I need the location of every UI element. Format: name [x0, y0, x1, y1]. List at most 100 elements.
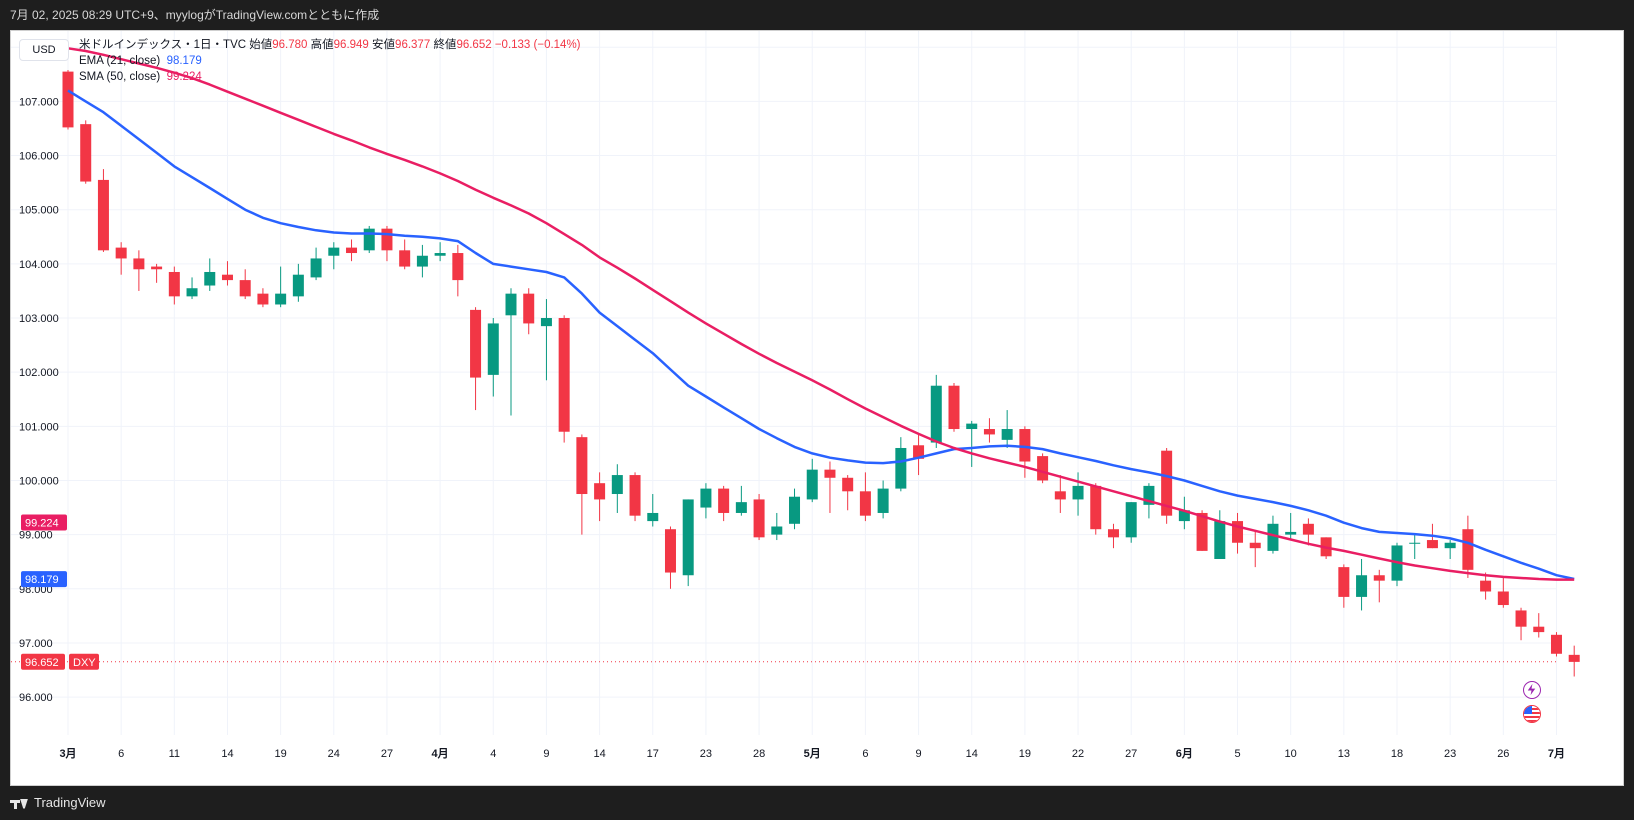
y-tick-label: 102.000 — [19, 367, 59, 379]
candle-body — [115, 247, 127, 259]
candle-body — [1497, 591, 1509, 606]
tradingview-brand[interactable]: TradingView — [10, 794, 106, 812]
x-tick-label: 4月 — [432, 747, 449, 760]
candle-body — [470, 309, 482, 378]
ema-price-tag: 98.179 — [25, 574, 59, 586]
symbol-tag: DXY — [73, 657, 96, 669]
y-tick-label: 106.000 — [19, 151, 59, 163]
x-tick-label: 5 — [1234, 748, 1240, 760]
close-value: 96.652 — [456, 39, 492, 51]
candle-body — [1019, 429, 1031, 462]
x-tick-label: 14 — [221, 748, 233, 760]
high-value: 96.949 — [333, 39, 369, 51]
legend-main-row[interactable]: 米ドルインデックス・1日・TVC 始値96.780 高値96.949 安値96.… — [79, 37, 581, 53]
x-tick-label: 23 — [1444, 748, 1456, 760]
x-tick-label: 6 — [862, 748, 868, 760]
currency-button[interactable]: USD — [19, 39, 69, 61]
candle-body — [558, 318, 570, 432]
candle-body — [310, 258, 322, 278]
candle-body — [505, 293, 517, 316]
candle-body — [1178, 510, 1190, 522]
candle-body — [1373, 575, 1385, 581]
x-tick-label: 22 — [1072, 748, 1084, 760]
candle-body — [789, 496, 801, 524]
candle-body — [1356, 575, 1368, 597]
last-price-tag-bg — [21, 653, 65, 670]
candle-body — [1001, 429, 1013, 440]
y-tick-label: 105.000 — [19, 205, 59, 217]
candle-body — [647, 512, 659, 522]
candlestick-chart[interactable]: 108.000107.000106.000105.000104.000103.0… — [11, 31, 1623, 785]
candle-body — [1533, 626, 1545, 633]
candle-body — [168, 271, 180, 297]
candle-body — [1125, 502, 1137, 538]
candle-body — [824, 469, 836, 478]
symbol-tag-bg — [69, 653, 99, 670]
candle-body — [913, 445, 925, 459]
legend-ema-row[interactable]: EMA (21, close) 98.179 — [79, 53, 581, 69]
lightning-icon[interactable] — [1523, 681, 1541, 699]
candle-body — [1249, 542, 1261, 549]
candle-body — [983, 429, 995, 435]
ema-value: 98.179 — [166, 55, 202, 67]
y-tick-label: 104.000 — [19, 259, 59, 271]
y-tick-label: 107.000 — [19, 96, 59, 108]
candle-body — [1054, 491, 1066, 500]
candle-body — [1568, 654, 1580, 662]
candle-body — [151, 266, 163, 270]
high-label: 高値 — [310, 39, 334, 51]
x-tick-label: 18 — [1391, 748, 1403, 760]
ema-label: EMA (21, close) — [79, 55, 161, 67]
open-label: 始値 — [249, 39, 273, 51]
x-tick-label: 14 — [593, 748, 605, 760]
candle-body — [97, 179, 109, 251]
candle-body — [1550, 634, 1562, 654]
candle-body — [859, 491, 871, 516]
candle-body — [771, 526, 783, 535]
y-tick-label: 103.000 — [19, 313, 59, 325]
x-tick-label: 5月 — [804, 747, 821, 760]
open-value: 96.780 — [272, 39, 308, 51]
candle-body — [292, 274, 304, 297]
candle-body — [948, 385, 960, 430]
sma-line — [67, 47, 1575, 581]
candle-body — [753, 499, 765, 538]
candle-body — [664, 529, 676, 573]
candle-body — [1090, 485, 1102, 530]
candle-body — [682, 499, 694, 576]
candle-body — [275, 293, 287, 305]
candle-body — [1267, 523, 1279, 551]
x-tick-label: 4 — [490, 748, 496, 760]
sma-label: SMA (50, close) — [79, 71, 161, 83]
x-tick-label: 13 — [1338, 748, 1350, 760]
candle-body — [523, 293, 535, 324]
low-label: 安値 — [372, 39, 396, 51]
x-tick-label: 11 — [169, 748, 180, 760]
symbol-title: 米ドルインデックス・1日・TVC — [79, 39, 247, 51]
chart-frame[interactable]: 108.000107.000106.000105.000104.000103.0… — [10, 30, 1624, 786]
x-tick-label: 28 — [753, 748, 765, 760]
last-price-tag: 96.652 — [25, 657, 59, 669]
low-value: 96.377 — [395, 39, 431, 51]
candle-body — [487, 323, 499, 375]
candle-body — [735, 502, 747, 513]
tradingview-logo-icon — [10, 798, 28, 809]
candle-body — [1444, 542, 1456, 549]
x-tick-label: 19 — [1019, 748, 1031, 760]
x-tick-label: 27 — [381, 748, 393, 760]
y-tick-label: 99.000 — [19, 530, 53, 542]
us-flag-icon[interactable] — [1523, 705, 1541, 723]
ema-price-tag-bg — [21, 571, 67, 588]
legend-sma-row[interactable]: SMA (50, close) 99.224 — [79, 69, 581, 85]
candle-body — [966, 423, 978, 430]
candle-body — [62, 71, 74, 128]
x-tick-label: 7月 — [1548, 747, 1565, 760]
candle-body — [877, 488, 889, 513]
x-tick-label: 19 — [275, 748, 287, 760]
candle-body — [1072, 485, 1084, 500]
x-tick-label: 6 — [118, 748, 124, 760]
y-tick-label: 96.000 — [19, 692, 53, 704]
candle-body — [1409, 542, 1421, 544]
sma-value: 99.224 — [166, 71, 202, 83]
candle-body — [806, 469, 818, 500]
